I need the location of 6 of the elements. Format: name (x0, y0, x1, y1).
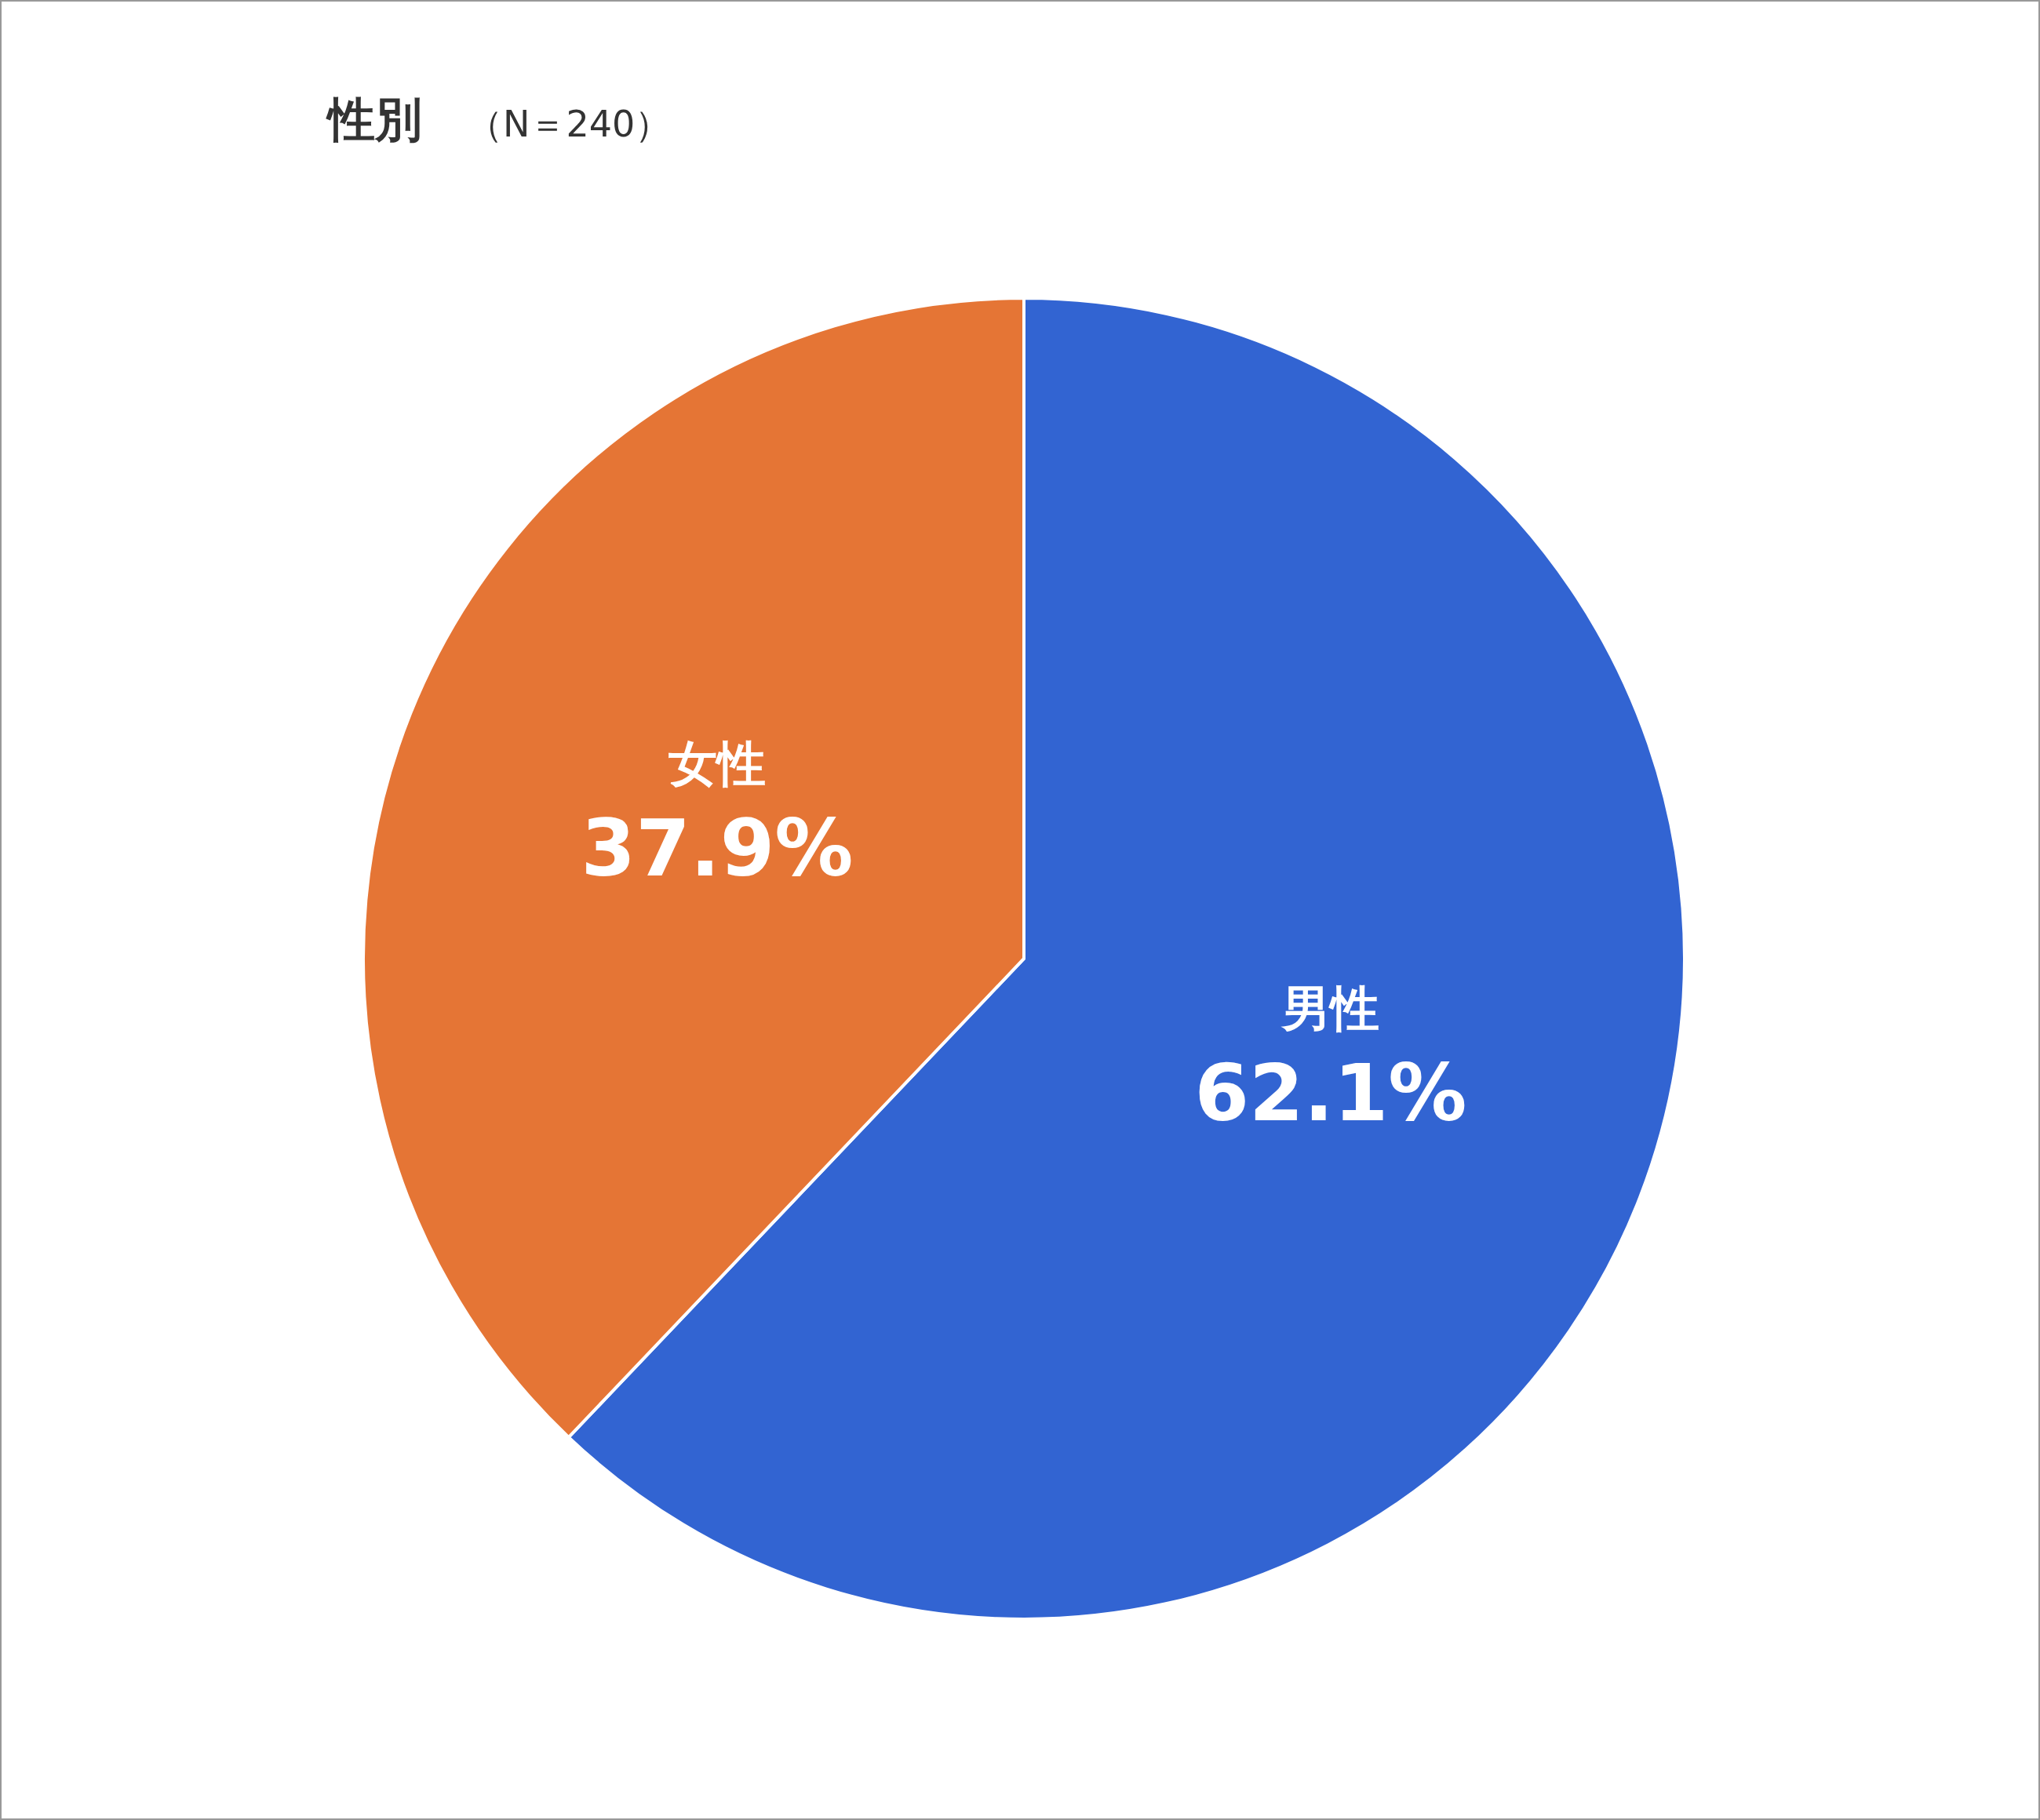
chart-subtitle: （N＝240） (467, 103, 672, 145)
slice-label: 女性 (668, 734, 767, 792)
data-label: 62.1% (1194, 1047, 1467, 1140)
data-label: 37.9% (581, 802, 854, 894)
chart-title: 性別 (326, 92, 422, 147)
slice-label: 男性 (1280, 980, 1379, 1038)
